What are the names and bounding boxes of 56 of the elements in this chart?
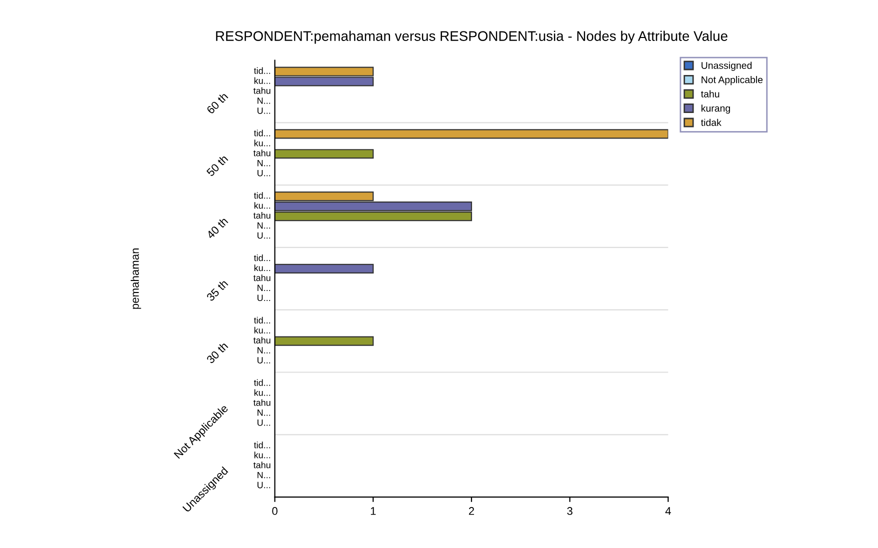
bar	[274, 129, 668, 139]
text: tid...	[254, 254, 270, 262]
legend-label: kurang	[702, 104, 730, 114]
text: U...	[258, 482, 270, 488]
text: tahu	[253, 399, 270, 406]
text: tahu	[253, 462, 270, 468]
text: N...	[258, 472, 270, 478]
y-tick-label: 50 th	[206, 154, 228, 177]
legend-label: tidak	[701, 118, 722, 126]
text: U...	[258, 357, 270, 364]
text: U...	[258, 170, 270, 176]
text: tahu	[253, 336, 270, 344]
bar	[274, 264, 374, 274]
text: tahu	[253, 87, 270, 94]
text: U...	[258, 232, 270, 239]
bar	[274, 336, 374, 346]
text: tahu	[253, 150, 270, 156]
text: N...	[258, 284, 270, 291]
legend-label: Unassigned	[702, 62, 752, 71]
text: tid...	[254, 192, 270, 199]
text: ku...	[254, 202, 270, 209]
text: tid...	[254, 316, 270, 324]
y-tick-label: 40 th	[206, 216, 228, 240]
text: N...	[258, 98, 270, 104]
text: ku...	[254, 77, 270, 84]
text: tahu	[253, 212, 270, 219]
y-tick-label: 30 th	[206, 342, 228, 364]
text: N...	[258, 160, 270, 166]
y-tick-label: 35 th	[206, 279, 228, 302]
text: ku...	[254, 326, 270, 334]
legend-label: Not Applicable	[702, 76, 763, 86]
chart-title: RESPONDENT:pemahaman versus RESPONDENT:usia - Nodes by Attribute Value	[216, 30, 728, 44]
x-tick-label: 1	[370, 507, 376, 515]
text: tid...	[254, 67, 270, 74]
text: U...	[258, 294, 270, 302]
text: tahu	[253, 274, 270, 282]
x-tick-label: 4	[665, 507, 671, 515]
text: tid...	[254, 442, 270, 448]
text: ku...	[254, 389, 270, 396]
legend-label: tahu	[701, 90, 720, 98]
text: U...	[258, 108, 270, 114]
text: N...	[258, 222, 270, 229]
text: N...	[258, 410, 270, 416]
x-tick-label: 0	[272, 507, 278, 515]
text: tid...	[254, 130, 270, 136]
text: N...	[258, 347, 270, 354]
bar	[274, 149, 374, 159]
text: tid...	[254, 379, 270, 386]
x-tick-label: 2	[468, 507, 474, 515]
y-tick-label: 60 th	[206, 92, 228, 114]
text: ku...	[254, 264, 270, 272]
text: ku...	[254, 452, 270, 458]
text: ku...	[254, 140, 270, 146]
x-tick-label: 3	[567, 507, 572, 515]
text: U...	[258, 420, 270, 426]
y-axis-title: pemahaman	[130, 248, 142, 309]
